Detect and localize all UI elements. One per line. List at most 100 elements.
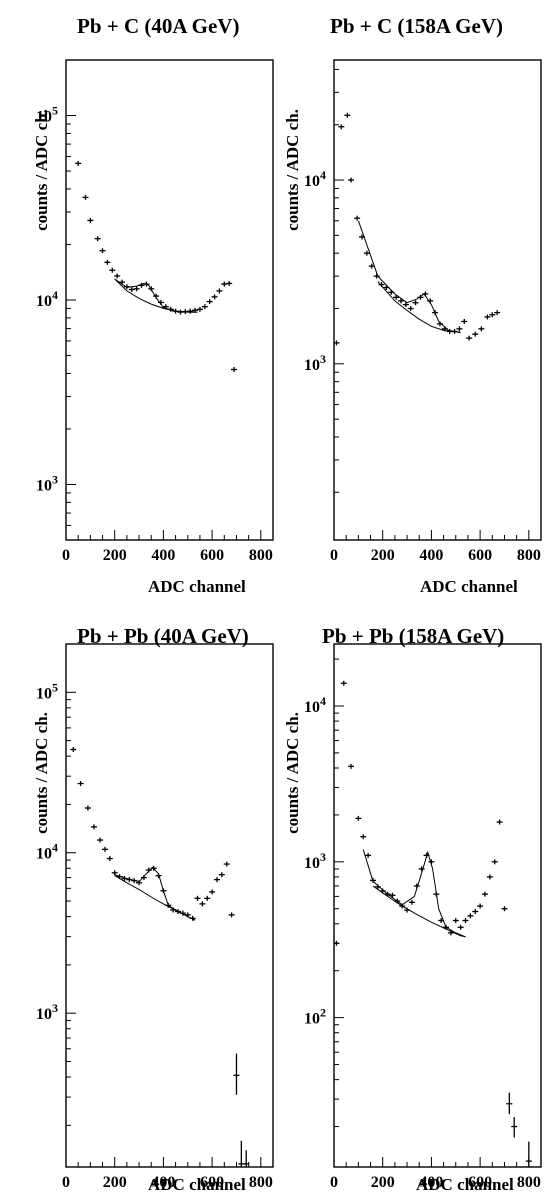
data-point — [70, 747, 77, 753]
data-point — [466, 335, 473, 341]
data-point — [140, 875, 147, 881]
y-axis-label: counts / ADC ch. — [32, 109, 51, 231]
data-point — [408, 899, 415, 905]
data-point — [348, 763, 355, 769]
data-point — [333, 940, 340, 946]
data-point — [189, 915, 196, 921]
data-point — [481, 891, 488, 897]
data-point — [412, 300, 419, 306]
data-point — [221, 281, 228, 287]
data-point — [167, 306, 174, 312]
x-tick-label: 200 — [103, 1174, 127, 1191]
data-point — [428, 859, 435, 865]
x-tick-label: 600 — [200, 1174, 224, 1191]
data-point — [199, 901, 206, 907]
data-point — [355, 815, 362, 821]
data-point — [447, 930, 454, 936]
data-point — [138, 282, 145, 288]
chart-panel-3: Pb + Pb (40A GeV)0 200 400 600 800103104105A… — [32, 624, 274, 1193]
x-tick-label: 800 — [517, 547, 541, 564]
data-point — [383, 285, 390, 291]
data-point — [87, 217, 94, 223]
data-point — [126, 877, 133, 883]
data-point — [484, 314, 491, 320]
data-point — [397, 298, 404, 304]
data-point — [165, 902, 172, 908]
data-point — [82, 194, 89, 200]
data-point — [231, 366, 238, 372]
data-point — [338, 124, 345, 130]
data-point — [369, 877, 376, 883]
data-point — [384, 891, 391, 897]
data-point — [402, 302, 409, 308]
data-point — [452, 918, 459, 924]
chart-title: Pb + C (40A GeV) — [77, 14, 239, 38]
x-tick-label: 0 — [62, 547, 70, 564]
x-axis-label: ADC channel — [148, 577, 246, 596]
y-axis-label: counts / ADC ch. — [283, 109, 302, 231]
data-point — [201, 304, 208, 310]
data-point — [213, 877, 220, 883]
data-point — [233, 1053, 240, 1095]
data-point — [123, 284, 130, 290]
data-point — [363, 250, 370, 256]
data-point — [223, 861, 230, 867]
x-axis-label: ADC channel — [148, 1175, 246, 1193]
data-point — [175, 909, 182, 915]
x-tick-label: 600 — [468, 1174, 492, 1191]
data-point — [494, 310, 501, 316]
data-point — [374, 884, 381, 890]
data-point — [172, 308, 179, 314]
y-tick-label: 103 — [36, 1001, 58, 1023]
y-tick-label: 105 — [36, 680, 58, 702]
data-point — [238, 1140, 245, 1167]
data-point — [443, 924, 450, 930]
data-point — [94, 236, 101, 242]
data-point — [121, 876, 128, 882]
data-point — [160, 888, 167, 894]
data-point — [194, 895, 201, 901]
x-axis-label: ADC channel — [420, 577, 518, 596]
data-point — [101, 846, 108, 852]
data-point — [226, 280, 233, 286]
data-point — [489, 312, 496, 318]
data-point — [393, 294, 400, 300]
data-point — [365, 852, 372, 858]
data-point — [148, 286, 155, 292]
data-point — [413, 883, 420, 889]
data-point — [143, 281, 150, 287]
x-tick-label: 400 — [419, 547, 443, 564]
data-point — [228, 912, 235, 918]
data-point — [472, 908, 479, 914]
data-point — [486, 874, 493, 880]
data-point — [216, 288, 223, 294]
y-tick-label: 104 — [304, 168, 326, 190]
data-point — [359, 234, 366, 240]
data-point — [511, 1117, 518, 1138]
data-point — [155, 873, 162, 879]
data-point — [75, 160, 82, 166]
data-point — [104, 259, 111, 265]
plot-frame — [333, 643, 542, 1168]
plot-frame — [65, 59, 274, 541]
data-point — [451, 328, 458, 334]
data-point — [436, 321, 443, 327]
data-point — [116, 874, 123, 880]
data-point — [179, 910, 186, 916]
x-tick-label: 800 — [517, 1174, 541, 1191]
y-axis-label: counts / ADC ch. — [32, 712, 51, 834]
data-point — [417, 294, 424, 300]
data-point — [114, 273, 121, 279]
data-point — [456, 326, 463, 332]
y-tick-label: 104 — [36, 841, 58, 863]
data-point — [119, 279, 126, 285]
y-tick-label: 105 — [36, 104, 58, 126]
x-tick-label: 400 — [151, 547, 175, 564]
x-tick-label: 200 — [371, 547, 395, 564]
data-point — [145, 867, 152, 873]
y-tick-label: 102 — [304, 1006, 326, 1028]
data-point — [77, 781, 84, 787]
data-point — [209, 889, 216, 895]
x-tick-label: 800 — [249, 547, 273, 564]
y-axis-label: counts / ADC ch. — [283, 712, 302, 834]
